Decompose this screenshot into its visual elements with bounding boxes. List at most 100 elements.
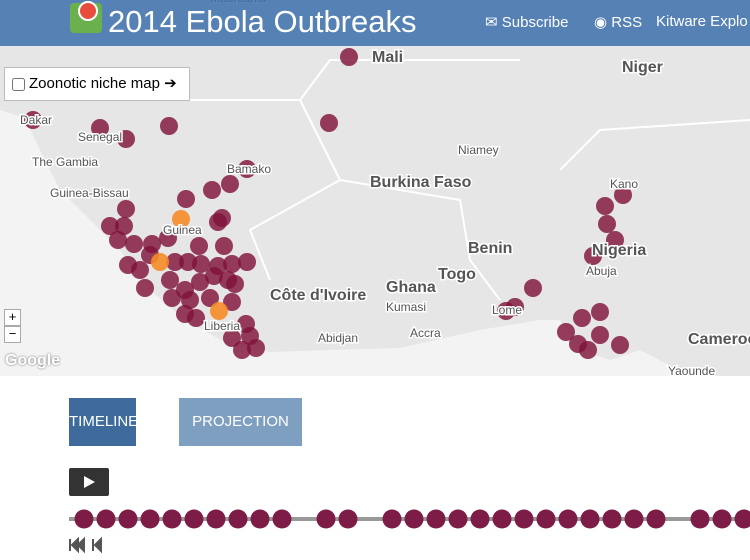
outbreak-marker [181,291,199,309]
nav-link[interactable]: ◉ RSS [594,14,643,31]
outbreak-marker [205,267,223,285]
timeline-step [250,509,270,529]
map-label: Côte d'Ivoire [270,287,366,304]
attribution: Google [5,352,61,369]
map-label: Abidjan [318,331,358,345]
timeline-step [404,509,424,529]
zoom-in[interactable]: + [4,309,21,326]
zoom-out[interactable]: − [4,326,21,343]
outbreak-marker [223,255,241,273]
outbreak-marker [606,231,624,249]
outbreak-marker [115,217,133,235]
outbreak-marker [215,237,233,255]
outbreak-marker [190,237,208,255]
toggle[interactable]: Zoonotic niche map ➔ [4,67,190,101]
outbreak-marker [320,114,338,132]
timeline-step [580,509,600,529]
timeline-step [338,509,358,529]
nav-link[interactable]: Kitware Explo [656,13,748,30]
map-label: Niger [622,59,663,76]
outbreak-marker [201,289,219,307]
map: MauritaniaMaliNigerDakarSenegalThe Gambi… [0,0,750,376]
timeline [69,509,750,554]
timeline-step [74,509,94,529]
title: 2014 Ebola Outbreaks [108,4,417,39]
outbreak-marker-recent [210,302,228,320]
outbreak-marker [340,48,358,66]
map-label: Accra [410,326,441,340]
map-label: Kumasi [386,300,426,314]
map-label: Cameroon [688,331,750,348]
nav-text[interactable]: RSS [611,14,643,31]
timeline-step [162,509,182,529]
timeline-step [118,509,138,529]
outbreak-marker [524,279,542,297]
timeline-step [206,509,226,529]
outbreak-marker [187,309,205,327]
outbreak-marker [192,255,210,273]
skip-controls[interactable] [69,536,102,554]
outbreak-marker [221,175,239,193]
outbreak-marker [24,111,42,129]
map-label: Bamako [227,162,271,176]
outbreak-marker [163,289,181,307]
timeline-step [426,509,446,529]
outbreak-marker-recent [172,210,190,228]
timeline-step [316,509,336,529]
tab[interactable]: PROJECTION [179,398,302,446]
timeline-step [140,509,160,529]
map-label: Dakar [20,113,52,127]
map-label: Nigeria [592,242,646,259]
outbreak-marker [125,235,143,253]
play-button[interactable] [69,468,109,496]
timeline-step [690,509,710,529]
outbreak-marker [166,253,184,271]
timeline-step [96,509,116,529]
outbreak-marker [573,309,591,327]
timeline-step [734,509,750,529]
nav-text[interactable]: Subscribe [501,14,569,31]
timeline-step [712,509,732,529]
timeline-step [448,509,468,529]
map-label: Yaounde [668,364,715,376]
nav-link[interactable]: ✉ Subscribe [485,14,569,31]
map-label: Senegal [78,130,122,144]
map-label: Benin [468,240,512,257]
timeline-step [646,509,666,529]
outbreak-marker [219,271,237,289]
outbreak-marker [591,303,609,321]
timeline-step [382,509,402,529]
map-label: Niamey [458,143,499,157]
outbreak-marker [136,279,154,297]
outbreak-marker [233,341,251,359]
outbreak-marker [247,339,265,357]
timeline-step [272,509,292,529]
map-label: The Gambia [32,155,98,169]
map-label: Togo [438,266,476,283]
tab[interactable]: TIMELINE [69,398,138,446]
map-label: Burkina Faso [370,174,472,191]
timeline-step [492,509,512,529]
header: 2014 Ebola Outbreaks ✉ Subscribe ◉ RSS K… [0,0,750,46]
outbreak-marker [109,231,127,249]
outbreak-marker [596,197,614,215]
outbreak-marker [223,293,241,311]
outbreak-marker [213,209,231,227]
logo [70,1,102,33]
outbreak-marker-recent [151,253,169,271]
outbreak-marker [557,323,575,341]
map-label: Liberia [204,319,240,333]
outbreak-marker [117,130,135,148]
outbreak-marker [584,247,602,265]
outbreak-marker [161,271,179,289]
timeline-step [228,509,248,529]
outbreak-marker [611,336,629,354]
map-label: Kano [610,177,638,191]
outbreak-marker [614,186,632,204]
outbreak-marker [238,160,256,178]
checkbox[interactable] [12,77,25,91]
timeline-step [184,509,204,529]
outbreak-marker [598,215,616,233]
outbreak-marker [160,117,178,135]
